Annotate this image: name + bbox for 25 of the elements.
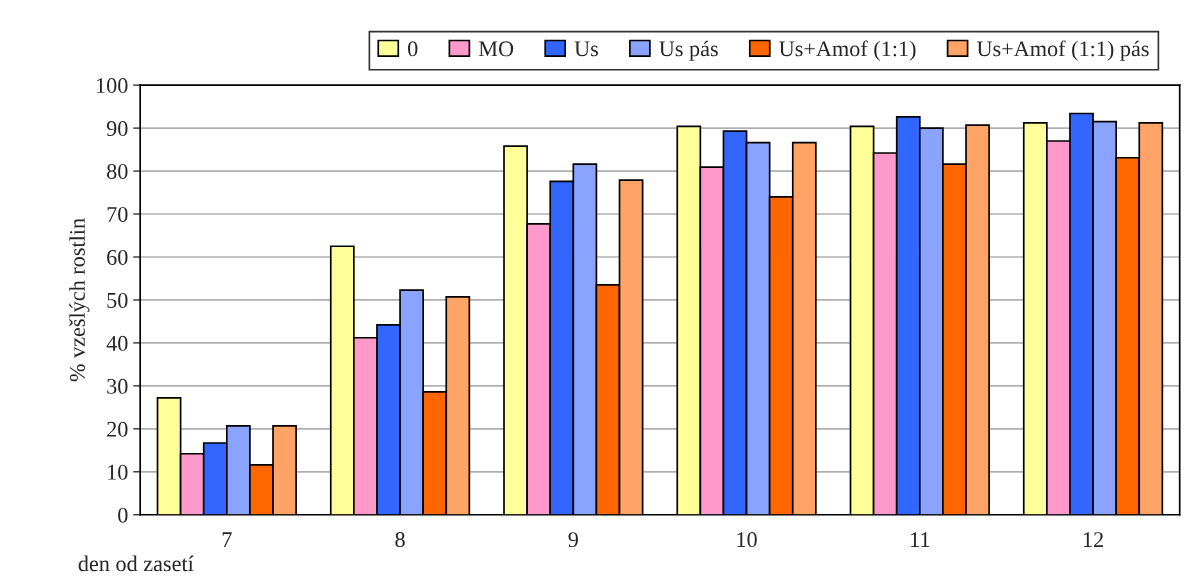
- x-tick-label: 9: [568, 532, 578, 548]
- y-tick-label: 30: [107, 378, 128, 394]
- legend-label: Us pás: [659, 40, 718, 61]
- legend-label: Us+Amof (1:1) pás: [976, 40, 1149, 61]
- legend-label: Us+Amof (1:1): [779, 40, 916, 61]
- y-tick-label: 50: [107, 292, 128, 308]
- x-tick-label: 10: [737, 532, 757, 548]
- x-tick-label: 11: [911, 532, 930, 547]
- y-tick-label: 10: [108, 464, 128, 480]
- y-tick-label: 90: [106, 121, 128, 137]
- y-tick-label: 80: [107, 163, 128, 179]
- y-tick-label: 0: [118, 507, 128, 523]
- legend-label: Us: [574, 41, 598, 57]
- y-axis-title: % vzešlých rostlin: [69, 218, 90, 382]
- y-tick-label: 20: [107, 421, 128, 437]
- x-tick-label: 8: [395, 532, 405, 548]
- y-tick-label: 40: [106, 335, 128, 351]
- x-tick-label: 12: [1083, 532, 1103, 547]
- y-tick-label: 70: [107, 206, 128, 222]
- legend-label: 0: [408, 41, 418, 57]
- y-tick-label: 60: [107, 249, 128, 265]
- x-tick-label: 7: [222, 532, 232, 547]
- legend-label: MO: [478, 41, 514, 57]
- x-axis-title: den od zasetí: [78, 555, 194, 572]
- y-tick-label: 100: [97, 78, 128, 94]
